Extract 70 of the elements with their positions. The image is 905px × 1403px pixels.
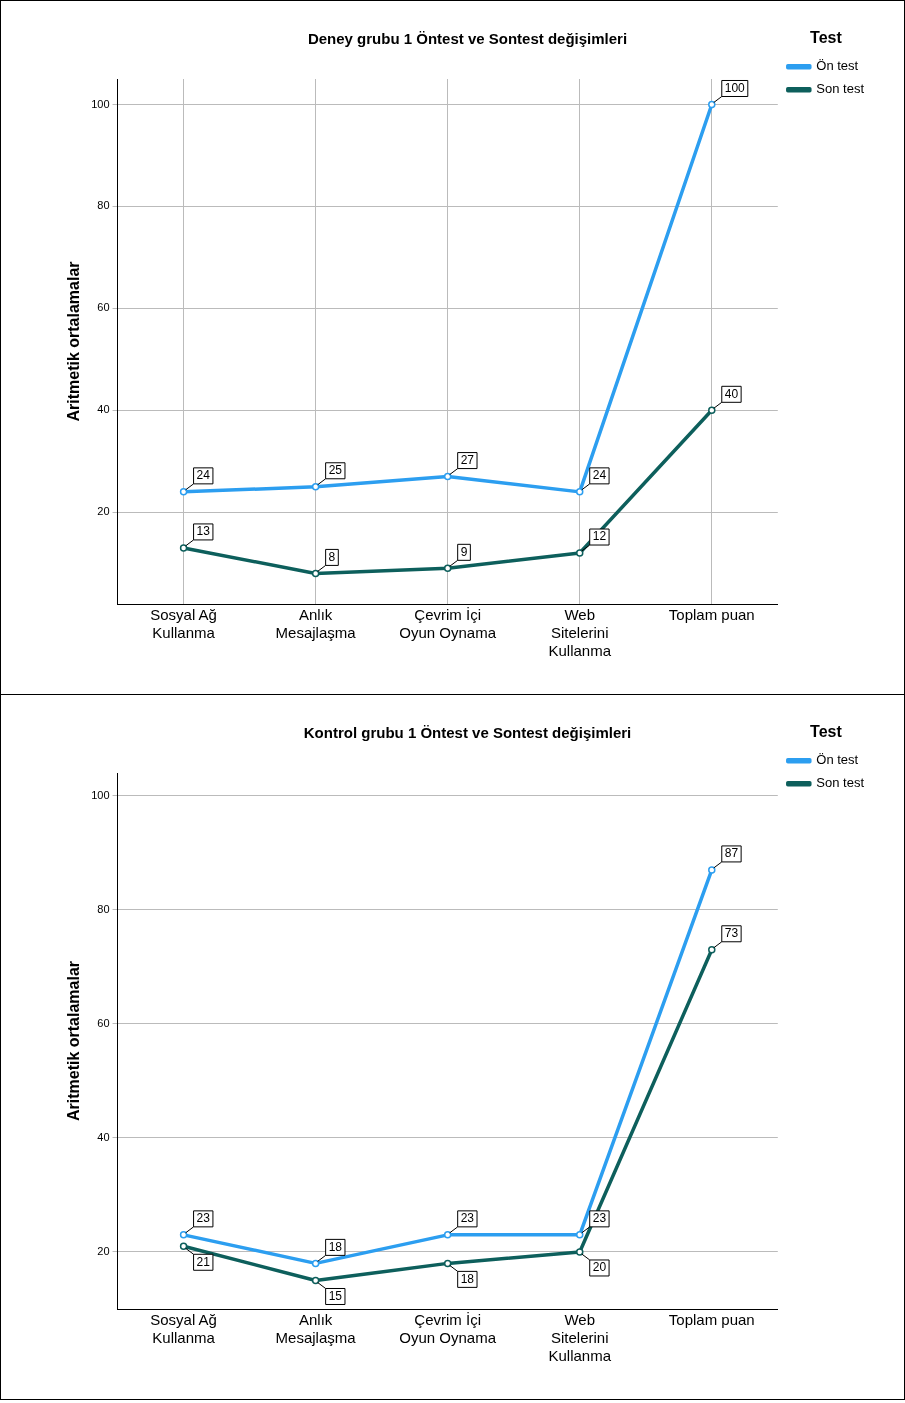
point [179,488,188,496]
point [443,1259,452,1268]
legend-title: Test [810,29,843,47]
x-tick-label: Toplam puan [668,606,755,624]
x-tick-label: Anlık Mesajlaşma [275,1311,357,1347]
data-label: 87 [724,846,739,861]
point [443,1231,452,1239]
point [575,488,584,496]
point [311,483,320,491]
point [708,946,716,954]
legend-label: Son test [816,775,865,791]
point [311,1259,320,1268]
data-label: 13 [196,524,211,539]
data-label: 18 [328,1239,343,1254]
data-label: 25 [328,463,343,478]
point [311,569,320,578]
data-label: 23 [592,1211,607,1226]
point [179,1242,188,1251]
x-tick-label: Çevrim İçi Oyun Oynama [399,606,497,642]
point [575,1231,584,1239]
x-tick-label: Sosyal Ağ Kullanma [150,1311,217,1347]
data-label: 15 [328,1288,343,1303]
y-tick-label: 80 [97,902,110,915]
x-tick-label: Web Sitelerini Kullanma [548,606,612,660]
x-tick-label: Anlık Mesajlaşma [275,606,357,642]
x-tick-label: Sosyal Ağ Kullanma [150,606,217,642]
point [179,544,188,552]
data-label: 40 [724,386,739,401]
data-label: 24 [196,468,211,483]
data-label: 23 [460,1211,475,1226]
y-tick-label: 20 [97,1245,110,1258]
x-tick-label: Toplam puan [668,1311,755,1329]
data-label: 20 [592,1260,607,1275]
y-tick-label: 100 [91,788,110,801]
y-tick-label: 80 [97,199,110,212]
point [708,100,716,109]
point [179,1231,188,1239]
data-label: 23 [196,1211,211,1226]
point [443,564,452,573]
x-tick-label: Web Sitelerini Kullanma [548,1311,612,1365]
y-tick-label: 60 [97,301,110,314]
data-label: 21 [196,1254,211,1269]
data-label: 100 [724,80,746,95]
y-axis-title: Aritmetik ortalamalar [65,261,83,422]
y-axis-title: Aritmetik ortalamalar [65,960,83,1122]
chart-title: Deney grubu 1 Öntest ve Sontest değişimleri [307,30,628,48]
data-label: 24 [592,468,607,483]
legend-label: Son test [816,81,865,97]
data-label: 12 [592,529,607,544]
data-label: 73 [724,926,739,941]
y-tick-label: 20 [97,505,110,518]
y-tick-label: 60 [97,1016,110,1029]
legend-label: Ön test [816,58,859,74]
point [443,472,452,481]
data-label: 9 [460,544,468,559]
point [311,1276,320,1285]
data-label: 18 [460,1271,475,1286]
y-tick-label: 100 [91,97,110,110]
y-tick-label: 40 [97,1130,110,1143]
legend-label: Ön test [816,752,859,768]
x-tick-label: Çevrim İçi Oyun Oynama [399,1311,497,1347]
data-label: 8 [328,549,336,564]
chart-title: Kontrol grubu 1 Öntest ve Sontest değişimleri [303,724,632,742]
point [575,1248,584,1256]
data-label: 27 [460,452,475,467]
y-tick-label: 40 [97,403,110,416]
point [575,549,584,557]
legend-title: Test [810,723,843,741]
point [708,406,716,415]
point [708,866,716,874]
